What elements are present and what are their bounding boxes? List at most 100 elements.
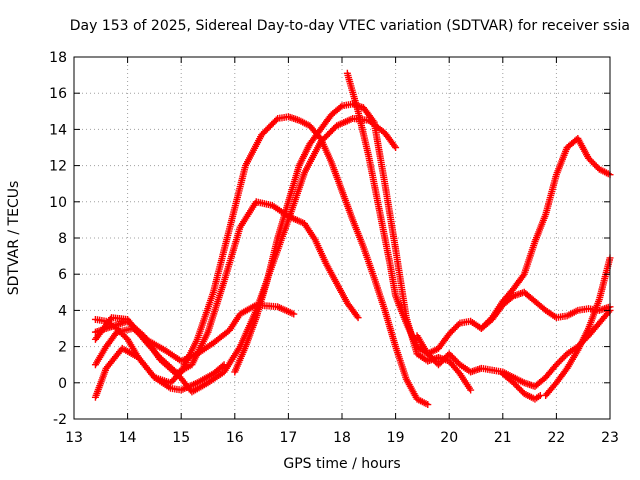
- data-point: [425, 351, 433, 359]
- data-point: [447, 351, 455, 359]
- data-point: [516, 385, 524, 393]
- data-point: [447, 328, 455, 336]
- x-tick-label: 19: [387, 430, 405, 446]
- x-tick-label: 15: [172, 430, 190, 446]
- data-point: [517, 387, 525, 395]
- y-axis-label: SDTVAR / TECUs: [6, 180, 22, 296]
- data-point: [560, 353, 568, 361]
- data-point: [589, 159, 597, 167]
- y-tick-label: 14: [49, 122, 67, 138]
- data-point: [436, 359, 444, 367]
- data-point: [445, 330, 453, 338]
- data-point: [451, 356, 459, 364]
- data-point: [480, 321, 488, 329]
- x-tick-label: 17: [279, 430, 297, 446]
- x-tick-label: 21: [494, 430, 512, 446]
- data-point: [514, 383, 522, 391]
- data-point: [453, 322, 461, 330]
- data-point: [448, 353, 456, 361]
- data-point: [448, 327, 456, 335]
- axis-ticks: 13 14 15 16 17 18 19 20 21 22 23 -2 0 2 4 6 8 10 12 14 16 18: [49, 50, 619, 446]
- data-point: [605, 308, 613, 316]
- data-point: [170, 376, 178, 384]
- data-point: [354, 314, 362, 322]
- y-tick-label: 12: [49, 159, 67, 175]
- data-point: [121, 332, 129, 340]
- y-tick-label: 6: [58, 267, 67, 283]
- series-s10: [499, 370, 544, 403]
- data-point: [586, 156, 594, 164]
- chart-title: Day 153 of 2025, Sidereal Day-to-day VTE…: [69, 18, 630, 34]
- data-point: [588, 157, 596, 165]
- data-point: [592, 162, 600, 170]
- data-point: [591, 161, 599, 169]
- data-point: [441, 354, 449, 362]
- data-point: [585, 154, 593, 162]
- y-tick-label: 4: [58, 303, 67, 319]
- series-s8: [413, 306, 614, 390]
- data-point: [220, 361, 228, 369]
- data-point: [482, 320, 490, 328]
- data-point: [485, 317, 493, 325]
- data-point: [390, 142, 398, 150]
- data-point: [519, 272, 527, 280]
- data-point: [454, 321, 462, 329]
- x-tick-label: 18: [333, 430, 351, 446]
- series-s5: [91, 344, 228, 401]
- x-tick-label: 22: [547, 430, 565, 446]
- data-point: [442, 353, 450, 361]
- data-point: [434, 361, 442, 369]
- data-point: [445, 350, 453, 358]
- data-point: [428, 354, 436, 362]
- data-point: [438, 358, 446, 366]
- data-point: [552, 361, 560, 369]
- data-point: [290, 310, 298, 318]
- data-point: [392, 144, 400, 151]
- data-point: [453, 358, 461, 366]
- data-point: [168, 377, 176, 385]
- data-point: [353, 312, 361, 320]
- data-point: [451, 324, 459, 332]
- data-point: [479, 323, 487, 331]
- y-tick-label: 0: [58, 376, 67, 392]
- series-s9: [477, 134, 614, 332]
- grid: [74, 57, 610, 419]
- y-tick-label: 10: [49, 195, 67, 211]
- data-point: [467, 386, 475, 394]
- data-point: [450, 325, 458, 333]
- y-tick-label: -2: [53, 412, 67, 428]
- series-s4: [91, 301, 298, 369]
- data-point: [511, 380, 519, 388]
- data-point: [430, 356, 438, 364]
- data-point: [272, 116, 280, 124]
- x-tick-label: 14: [119, 430, 137, 446]
- data-point: [369, 117, 377, 125]
- data-point: [424, 401, 432, 409]
- series-s11: [542, 254, 614, 399]
- data-point: [336, 103, 344, 111]
- y-tick-label: 8: [58, 231, 67, 247]
- x-tick-label: 23: [601, 430, 619, 446]
- y-tick-label: 2: [58, 340, 67, 356]
- data-point: [557, 356, 565, 364]
- data-point: [559, 354, 567, 362]
- x-axis-label: GPS time / hours: [283, 456, 401, 472]
- data-point: [477, 325, 485, 332]
- data-point: [513, 382, 521, 390]
- data-point: [510, 379, 518, 387]
- x-tick-label: 13: [65, 430, 83, 446]
- data-point: [424, 350, 432, 358]
- data-point: [427, 353, 435, 361]
- data-point: [450, 354, 458, 362]
- data-point: [431, 358, 439, 366]
- y-tick-label: 18: [49, 50, 67, 66]
- data-point: [483, 318, 491, 326]
- data-point: [439, 356, 447, 364]
- data-points: [91, 69, 614, 409]
- x-tick-label: 20: [440, 430, 458, 446]
- x-tick-label: 16: [226, 430, 244, 446]
- y-tick-label: 16: [49, 86, 67, 102]
- data-point: [554, 359, 562, 367]
- data-point: [219, 362, 227, 370]
